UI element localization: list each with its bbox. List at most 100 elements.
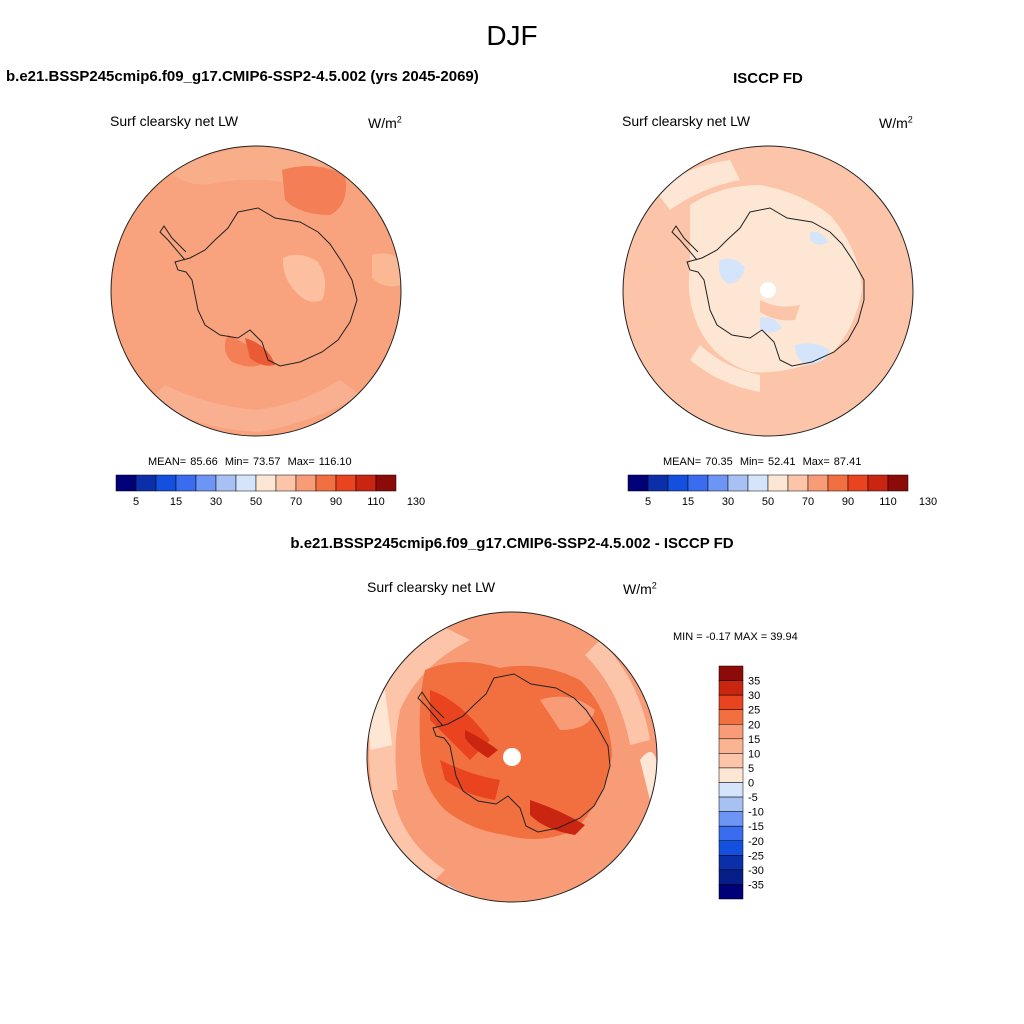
min-label: Min=: [739, 456, 764, 468]
field-patch-lowest: [640, 752, 657, 800]
peninsula-coastline: [417, 691, 445, 727]
colorbar-box: [718, 782, 744, 798]
map-panel-3: [366, 611, 658, 903]
panel-1-unit-label: W/m2: [368, 114, 402, 131]
colorbar-box: [827, 474, 849, 492]
pole-hole: [760, 282, 776, 298]
colorbar-tick-label: 70: [290, 496, 302, 508]
field-patch-lowest: [368, 690, 392, 750]
colorbar-tick-label: 5: [645, 496, 651, 508]
colorbar-box: [718, 753, 744, 769]
max-label: Max=: [287, 456, 315, 468]
colorbar-tick-label: -35: [748, 879, 764, 891]
figure-title: DJF: [486, 20, 538, 51]
field-patch-low: [372, 253, 401, 287]
pole-hole: [503, 748, 521, 766]
max-value: 116.10: [318, 456, 352, 468]
field-patch-low: [370, 790, 445, 885]
colorbar-box: [647, 474, 669, 492]
colorbar-box: [718, 680, 744, 696]
colorbar-box: [718, 767, 744, 783]
colorbar-box: [155, 474, 177, 492]
colorbar-tick-label: 110: [879, 496, 897, 508]
colorbar-tick-label: 5: [133, 496, 139, 508]
colorbar-box: [335, 474, 357, 492]
mean-value: 70.35: [705, 456, 733, 468]
colorbar-box: [687, 474, 709, 492]
field-patch-high: [282, 166, 346, 215]
map-border: [622, 145, 914, 437]
colorbar-box: [847, 474, 869, 492]
colorbar-box: [235, 474, 257, 492]
field-patch: [655, 160, 740, 210]
mean-value: 85.66: [190, 456, 218, 468]
colorbar-box: [135, 474, 157, 492]
field-patch: [150, 380, 360, 432]
colorbar-box: [255, 474, 277, 492]
field-patch-low: [585, 640, 650, 745]
colorbar-tick-label: 30: [722, 496, 734, 508]
mean-label: MEAN=: [148, 456, 187, 468]
colorbar-tick-label: 110: [367, 496, 385, 508]
colorbar-tick-label: 30: [748, 690, 760, 702]
colorbar-tick-label: 90: [842, 496, 854, 508]
colorbar-box: [707, 474, 729, 492]
colorbar-box: [175, 474, 197, 492]
colorbar-box: [718, 738, 744, 754]
coastline: [174, 207, 358, 367]
panel-1-variable-label: Surf clearsky net LW: [110, 113, 239, 129]
colorbar-box: [718, 840, 744, 856]
field-patch-highest: [530, 800, 585, 835]
field-patch: [760, 300, 800, 321]
colorbar-tick-label: 10: [748, 748, 760, 760]
colorbar-tick-label: 30: [210, 496, 222, 508]
colorbar-box: [718, 724, 744, 740]
field-patch: [690, 345, 760, 392]
colorbar-tick-label: -25: [748, 850, 764, 862]
colorbar-tick-label: 25: [748, 705, 760, 717]
colorbar-tick-label: 35: [748, 676, 760, 688]
colorbar-box: [667, 474, 689, 492]
field-patch-low: [760, 317, 782, 333]
colorbar-box: [887, 474, 909, 492]
map-border: [366, 611, 658, 903]
coastline: [686, 207, 865, 367]
panel-2-title: ISCCP FD: [733, 70, 803, 87]
min-value: 52.41: [767, 456, 796, 468]
field-patch-highest: [465, 730, 498, 758]
colorbar-box: [195, 474, 217, 492]
colorbar-tick-label: 70: [802, 496, 814, 508]
min-value: 73.57: [252, 456, 281, 468]
panel-1-title: b.e21.BSSP245cmip6.f09_g17.CMIP6-SSP2-4.…: [6, 68, 479, 85]
field-continent: [688, 185, 862, 373]
field-base: [111, 146, 401, 436]
colorbar-box: [215, 474, 237, 492]
colorbar-tick-label: -20: [748, 836, 764, 848]
max-label: Max=: [802, 456, 830, 468]
max-value: 87.41: [833, 456, 862, 468]
colorbar-tick-label: 130: [919, 496, 937, 508]
colorbar-panel-3: 35 30 25 20 15 10 5 0 -5 -10 -15 -20 -25 -30 -35: [718, 665, 764, 900]
colorbar-box: [787, 474, 809, 492]
colorbar-box: [718, 884, 744, 900]
field-patch-low: [795, 343, 830, 365]
mean-label: MEAN=: [663, 456, 702, 468]
panel-3-variable-label: Surf clearsky net LW: [367, 579, 496, 595]
colorbar-box: [718, 694, 744, 710]
field-patch-low: [810, 231, 828, 245]
colorbar-tick-label: -5: [748, 792, 758, 804]
colorbar-box: [747, 474, 769, 492]
colorbar-box: [355, 474, 377, 492]
colorbar-tick-label: 15: [170, 496, 182, 508]
panel-2-stats: MEAN= 70.35 Min= 52.41 Max= 87.41: [663, 456, 865, 468]
panel-1-stats: MEAN= 85.66 Min= 73.57 Max= 116.10: [148, 456, 356, 468]
colorbar-box: [718, 825, 744, 841]
colorbar-tick-label: 50: [250, 496, 262, 508]
colorbar-box: [115, 474, 137, 492]
colorbar-box: [315, 474, 337, 492]
colorbar-box: [867, 474, 889, 492]
colorbar-tick-label: 15: [748, 734, 760, 746]
panel-3-unit-label: W/m2: [623, 580, 657, 597]
colorbar-tick-label: -15: [748, 821, 764, 833]
panel-3-title: b.e21.BSSP245cmip6.f09_g17.CMIP6-SSP2-4.…: [290, 535, 734, 552]
